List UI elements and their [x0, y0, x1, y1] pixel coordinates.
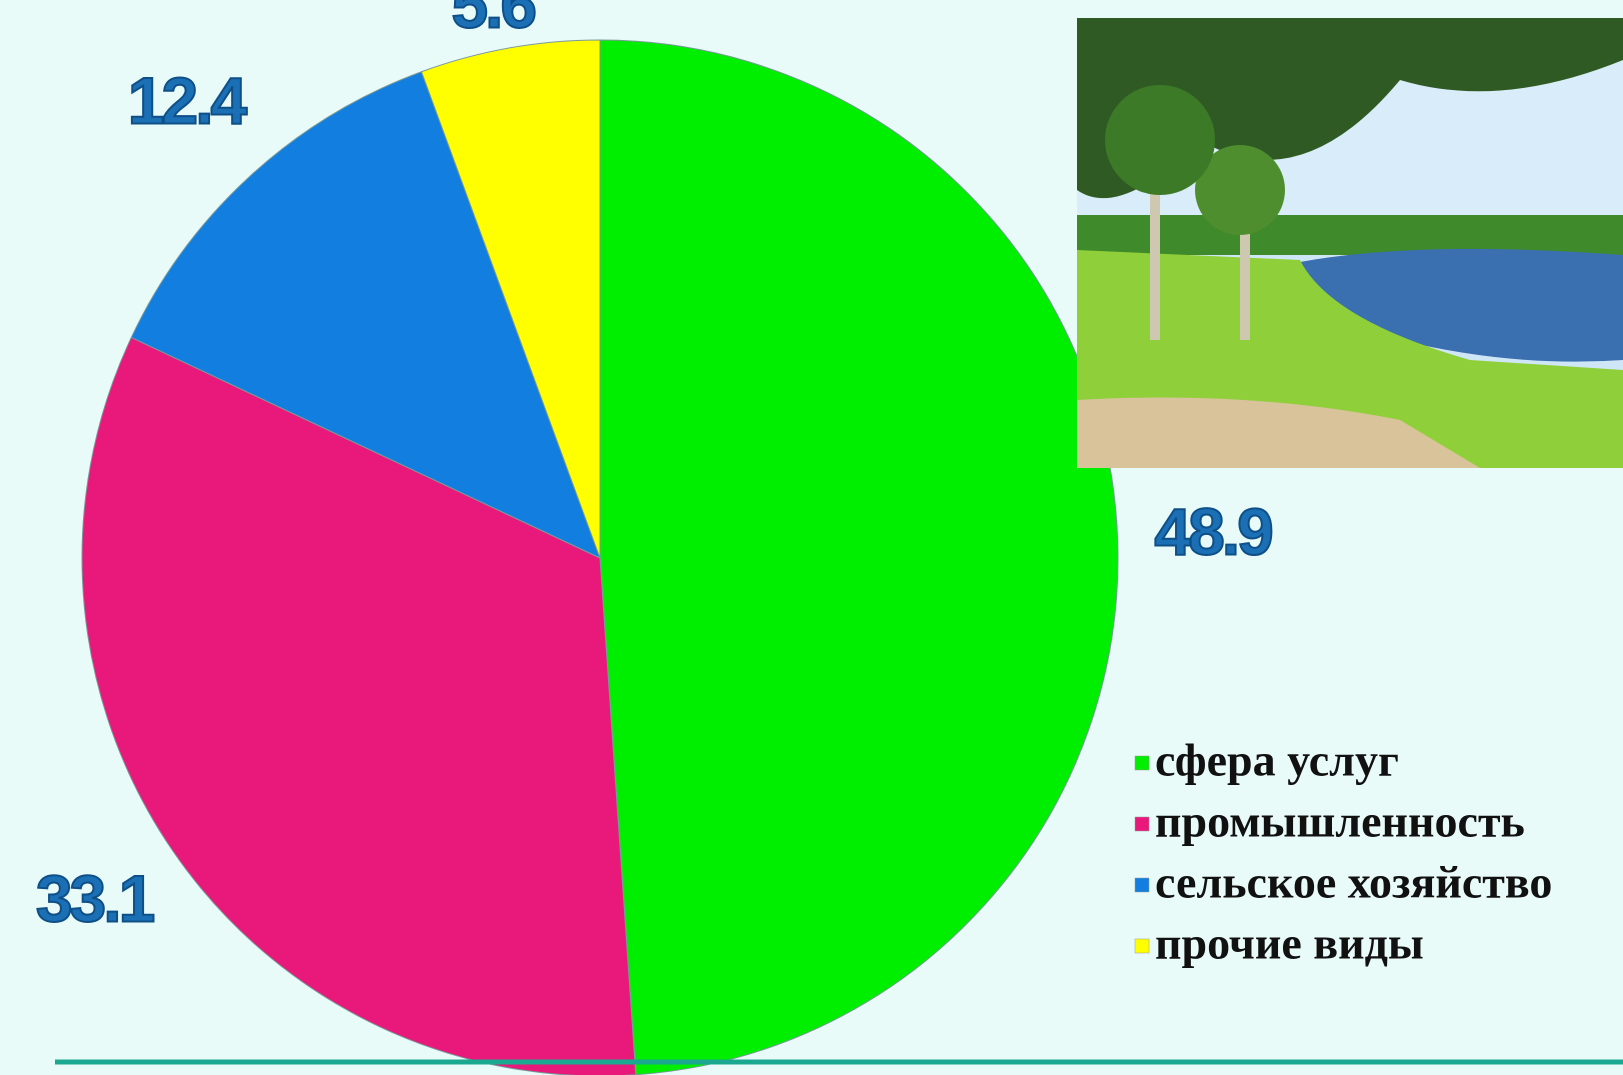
- pie-slice: [599, 39, 1119, 1075]
- photo: [1077, 18, 1623, 468]
- legend-swatch: [1134, 877, 1150, 893]
- pie-slice: [130, 71, 601, 559]
- pie-slice: [420, 39, 601, 559]
- legend-label: сельское хозяйство: [1155, 857, 1552, 908]
- legend-label: промышленность: [1155, 796, 1525, 847]
- legend-label: прочие виды: [1155, 918, 1424, 969]
- value-label: 33.1: [36, 862, 154, 936]
- value-label: 48.9: [1154, 494, 1272, 568]
- legend: сфера услуг промышленность сельское хозяйс…: [1134, 735, 1552, 969]
- value-label: 12.4: [128, 63, 248, 137]
- legend-swatch: [1134, 938, 1150, 954]
- value-label: 5.6: [451, 0, 535, 41]
- legend-swatch: [1134, 816, 1150, 832]
- legend-swatch: [1134, 755, 1150, 771]
- legend-label: сфера услуг: [1155, 735, 1399, 786]
- pie: [81, 39, 1119, 1075]
